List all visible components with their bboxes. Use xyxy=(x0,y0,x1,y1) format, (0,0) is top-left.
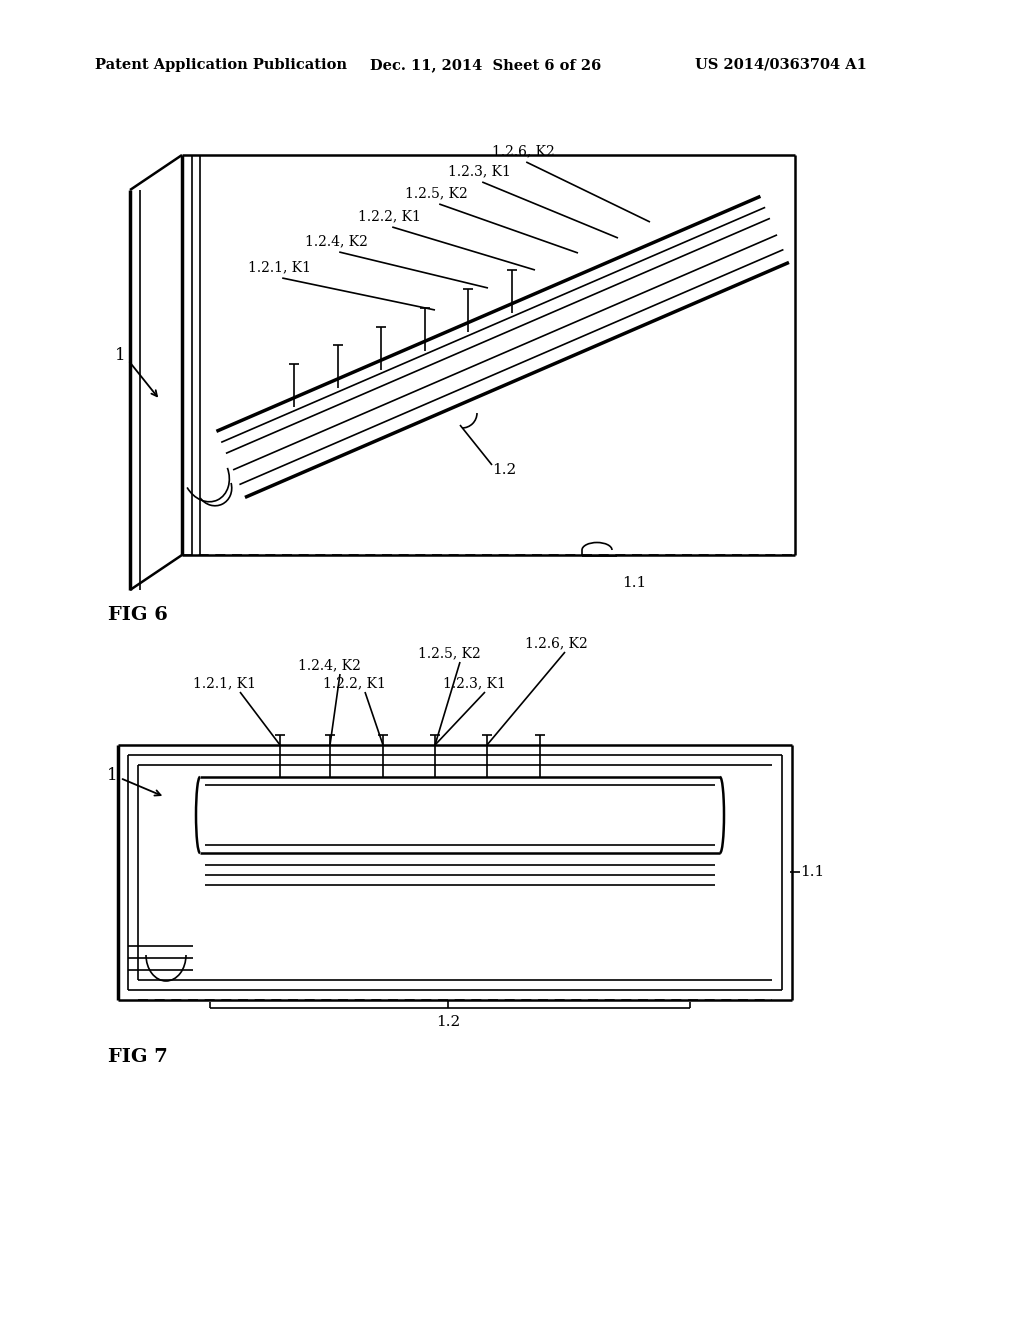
Text: 1.2.5, K2: 1.2.5, K2 xyxy=(418,645,480,660)
Text: 1.2.4, K2: 1.2.4, K2 xyxy=(298,657,360,672)
Text: 1.2.6, K2: 1.2.6, K2 xyxy=(525,636,588,649)
Text: 1.2.5, K2: 1.2.5, K2 xyxy=(406,186,468,201)
Text: 1.2.2, K1: 1.2.2, K1 xyxy=(323,676,386,690)
Text: 1.2.1, K1: 1.2.1, K1 xyxy=(248,260,311,275)
Text: 1.2.2, K1: 1.2.2, K1 xyxy=(358,209,421,223)
Text: Dec. 11, 2014  Sheet 6 of 26: Dec. 11, 2014 Sheet 6 of 26 xyxy=(370,58,601,73)
Text: 1.2: 1.2 xyxy=(436,1015,460,1030)
Text: 1.2.3, K1: 1.2.3, K1 xyxy=(443,676,506,690)
Text: 1.2.4, K2: 1.2.4, K2 xyxy=(305,234,368,248)
Text: 1.2.3, K1: 1.2.3, K1 xyxy=(449,164,511,178)
Text: 1.2.1, K1: 1.2.1, K1 xyxy=(193,676,256,690)
Text: FIG 7: FIG 7 xyxy=(108,1048,168,1067)
Text: Patent Application Publication: Patent Application Publication xyxy=(95,58,347,73)
Text: 1: 1 xyxy=(115,346,126,363)
Text: 1: 1 xyxy=(106,767,118,784)
Text: FIG 6: FIG 6 xyxy=(108,606,168,624)
Text: US 2014/0363704 A1: US 2014/0363704 A1 xyxy=(695,58,867,73)
Text: 1.2: 1.2 xyxy=(492,463,516,477)
Text: 1.1: 1.1 xyxy=(800,865,824,879)
Text: 1.1: 1.1 xyxy=(622,576,646,590)
Text: 1.2.6, K2: 1.2.6, K2 xyxy=(492,144,555,158)
